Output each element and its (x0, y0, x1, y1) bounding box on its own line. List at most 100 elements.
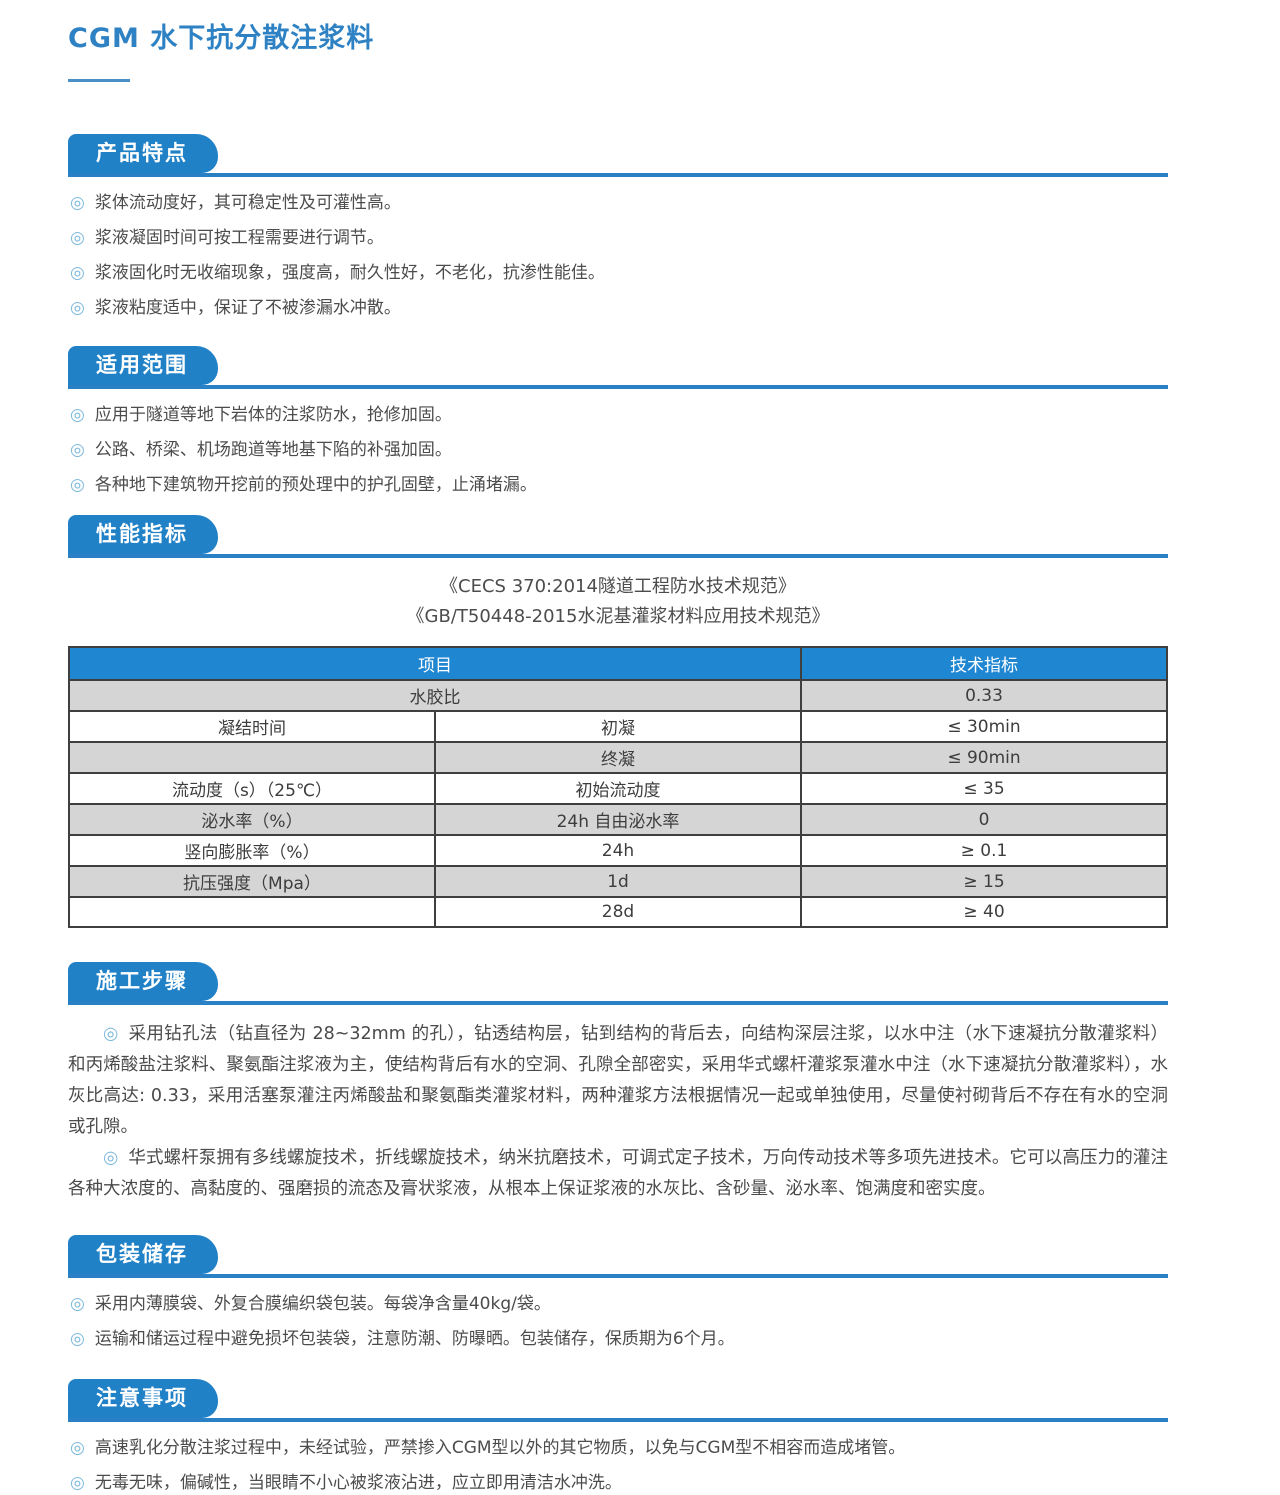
list-item-text: 运输和储运过程中避免损坏包装袋，注意防潮、防曝晒。包装储存，保质期为6个月。 (94, 1329, 735, 1349)
section-performance: 性能指标 《CECS 370:2014隧道工程防水技术规范》 《GB/T5044… (68, 515, 1168, 928)
spec-table-cell: 凝结时间 (68, 710, 436, 743)
spec-table-cell: 泌水率（%） (68, 803, 436, 836)
bullseye-bullet-icon: ◎ (103, 1024, 119, 1044)
spec-table-cell: 抗压强度（Mpa） (68, 865, 436, 898)
bullseye-bullet-icon: ◎ (70, 405, 85, 425)
spec-table-cell: 1d (434, 865, 802, 898)
standards-references: 《CECS 370:2014隧道工程防水技术规范》 《GB/T50448-201… (68, 572, 1168, 632)
spec-table-row: 水胶比 0.33 (68, 679, 1168, 712)
list-item-text: 各种地下建筑物开挖前的预处理中的护孔固壁，止涌堵漏。 (94, 475, 537, 495)
title-underline (68, 79, 130, 82)
spec-table-row: 抗压强度（Mpa） 1d ≥ 15 (68, 865, 1168, 898)
spec-table-row: 终凝 ≤ 90min (68, 741, 1168, 774)
spec-table-row: 流动度（s）（25℃） 初始流动度 ≤ 35 (68, 772, 1168, 805)
spec-table-head-row: 项目 技术指标 (68, 646, 1168, 681)
bullseye-bullet-icon: ◎ (70, 475, 85, 495)
spec-table-header-cell: 项目 (68, 646, 802, 681)
spec-table-cell: 流动度（s）（25℃） (68, 772, 436, 805)
spec-table-row: 28d ≥ 40 (68, 896, 1168, 928)
spec-table-row: 凝结时间 初凝 ≤ 30min (68, 710, 1168, 743)
list-item-text: 浆体流动度好，其可稳定性及可灌性高。 (94, 193, 401, 213)
section-badge-scope: 适用范围 (68, 346, 218, 385)
spec-table-cell: ≤ 90min (800, 741, 1168, 774)
document-page: CGM 水下抗分散注浆料 产品特点 ◎ 浆体流动度好，其可稳定性及可灌性高。 ◎… (68, 0, 1168, 1495)
construction-paragraph: ◎ 采用钻孔法（钻直径为 28~32mm 的孔），钻透结构层，钻到结构的背后去，向… (68, 1019, 1168, 1143)
section-badge-performance: 性能指标 (68, 515, 218, 554)
bullseye-bullet-icon: ◎ (70, 1438, 85, 1458)
spec-table-cell: ≥ 15 (800, 865, 1168, 898)
list-item: ◎ 无毒无味，偏碱性，当眼睛不小心被浆液沾进，应立即用清洁水冲洗。 (70, 1469, 1168, 1495)
bullseye-bullet-icon: ◎ (70, 1473, 85, 1493)
spec-table-cell: 水胶比 (68, 679, 802, 712)
features-list: ◎ 浆体流动度好，其可稳定性及可灌性高。 ◎ 浆液凝固时间可按工程需要进行调节。… (68, 189, 1168, 320)
section-header: 施工步骤 (68, 962, 1168, 1005)
spec-table-row: 竖向膨胀率（%） 24h ≥ 0.1 (68, 834, 1168, 867)
spec-table-cell: ≥ 0.1 (800, 834, 1168, 867)
list-item: ◎ 高速乳化分散注浆过程中，未经试验，严禁掺入CGM型以外的其它物质，以免与CG… (70, 1434, 1168, 1460)
spec-table-cell: 初凝 (434, 710, 802, 743)
list-item: ◎ 浆液粘度适中，保证了不被渗漏水冲散。 (70, 294, 1168, 320)
list-item: ◎ 采用内薄膜袋、外复合膜编织袋包装。每袋净含量40kg/袋。 (70, 1290, 1168, 1316)
list-item-text: 高速乳化分散注浆过程中，未经试验，严禁掺入CGM型以外的其它物质，以免与CGM型… (94, 1438, 906, 1458)
spec-table-cell: ≥ 40 (800, 896, 1168, 928)
bullseye-bullet-icon: ◎ (70, 228, 85, 248)
paragraph-text: 采用钻孔法（钻直径为 28~32mm 的孔），钻透结构层，钻到结构的背后去，向结… (68, 1024, 1168, 1137)
section-header: 性能指标 (68, 515, 1168, 558)
section-badge-features: 产品特点 (68, 134, 218, 173)
section-precautions: 注意事项 ◎ 高速乳化分散注浆过程中，未经试验，严禁掺入CGM型以外的其它物质，… (68, 1379, 1168, 1495)
list-item-text: 无毒无味，偏碱性，当眼睛不小心被浆液沾进，应立即用清洁水冲洗。 (94, 1473, 622, 1493)
bullseye-bullet-icon: ◎ (70, 298, 85, 318)
packaging-list: ◎ 采用内薄膜袋、外复合膜编织袋包装。每袋净含量40kg/袋。 ◎ 运输和储运过… (68, 1290, 1168, 1351)
bullseye-bullet-icon: ◎ (70, 440, 85, 460)
spec-table-cell (68, 741, 436, 774)
section-scope: 适用范围 ◎ 应用于隧道等地下岩体的注浆防水，抢修加固。 ◎ 公路、桥梁、机场跑… (68, 346, 1168, 497)
section-header: 注意事项 (68, 1379, 1168, 1422)
list-item-text: 浆液凝固时间可按工程需要进行调节。 (94, 228, 384, 248)
list-item-text: 浆液粘度适中，保证了不被渗漏水冲散。 (94, 298, 401, 318)
scope-list: ◎ 应用于隧道等地下岩体的注浆防水，抢修加固。 ◎ 公路、桥梁、机场跑道等地基下… (68, 401, 1168, 497)
construction-paragraph: ◎ 华式螺杆泵拥有多线螺旋技术，折线螺旋技术，纳米抗磨技术，可调式定子技术，万向传… (68, 1143, 1168, 1205)
list-item-text: 应用于隧道等地下岩体的注浆防水，抢修加固。 (94, 405, 452, 425)
bullseye-bullet-icon: ◎ (103, 1148, 119, 1168)
list-item: ◎ 浆体流动度好，其可稳定性及可灌性高。 (70, 189, 1168, 215)
section-construction: 施工步骤 ◎ 采用钻孔法（钻直径为 28~32mm 的孔），钻透结构层，钻到结构的… (68, 962, 1168, 1205)
spec-table-cell: ≤ 30min (800, 710, 1168, 743)
spec-table-cell: 0 (800, 803, 1168, 836)
spec-table-cell: 24h (434, 834, 802, 867)
standard-reference: 《CECS 370:2014隧道工程防水技术规范》 (440, 576, 796, 597)
bullseye-bullet-icon: ◎ (70, 193, 85, 213)
list-item: ◎ 各种地下建筑物开挖前的预处理中的护孔固壁，止涌堵漏。 (70, 471, 1168, 497)
bullseye-bullet-icon: ◎ (70, 1329, 85, 1349)
bullseye-bullet-icon: ◎ (70, 1294, 85, 1314)
section-badge-precautions: 注意事项 (68, 1379, 218, 1418)
section-header: 适用范围 (68, 346, 1168, 389)
construction-paragraphs: ◎ 采用钻孔法（钻直径为 28~32mm 的孔），钻透结构层，钻到结构的背后去，向… (68, 1019, 1168, 1205)
bullseye-bullet-icon: ◎ (70, 263, 85, 283)
spec-table-cell (68, 896, 436, 928)
section-badge-packaging: 包装储存 (68, 1235, 218, 1274)
section-header: 包装储存 (68, 1235, 1168, 1278)
spec-table-cell: 竖向膨胀率（%） (68, 834, 436, 867)
page-title: CGM 水下抗分散注浆料 (68, 23, 375, 54)
paragraph-text: 华式螺杆泵拥有多线螺旋技术，折线螺旋技术，纳米抗磨技术，可调式定子技术，万向传动… (68, 1148, 1168, 1199)
list-item-text: 公路、桥梁、机场跑道等地基下陷的补强加固。 (94, 440, 452, 460)
spec-table-body: 水胶比 0.33 凝结时间 初凝 ≤ 30min 终凝 ≤ 90min 流动度（s）（25℃）… (68, 679, 1168, 928)
section-header: 产品特点 (68, 134, 1168, 177)
list-item-text: 采用内薄膜袋、外复合膜编织袋包装。每袋净含量40kg/袋。 (94, 1294, 551, 1314)
section-features: 产品特点 ◎ 浆体流动度好，其可稳定性及可灌性高。 ◎ 浆液凝固时间可按工程需要… (68, 134, 1168, 320)
list-item-text: 浆液固化时无收缩现象，强度高，耐久性好，不老化，抗渗性能佳。 (94, 263, 605, 283)
section-badge-construction: 施工步骤 (68, 962, 218, 1001)
spec-table-cell: 24h 自由泌水率 (434, 803, 802, 836)
list-item: ◎ 公路、桥梁、机场跑道等地基下陷的补强加固。 (70, 436, 1168, 462)
spec-table-row: 泌水率（%） 24h 自由泌水率 0 (68, 803, 1168, 836)
list-item: ◎ 浆液固化时无收缩现象，强度高，耐久性好，不老化，抗渗性能佳。 (70, 259, 1168, 285)
spec-table-cell: 初始流动度 (434, 772, 802, 805)
standard-reference: 《GB/T50448-2015水泥基灌浆材料应用技术规范》 (406, 606, 830, 627)
spec-table-cell: ≤ 35 (800, 772, 1168, 805)
spec-table: 项目 技术指标 水胶比 0.33 凝结时间 初凝 ≤ 30min 终凝 ≤ 90min 流动度（… (68, 646, 1168, 928)
list-item: ◎ 运输和储运过程中避免损坏包装袋，注意防潮、防曝晒。包装储存，保质期为6个月。 (70, 1325, 1168, 1351)
spec-table-cell: 28d (434, 896, 802, 928)
spec-table-header-cell: 技术指标 (800, 646, 1168, 681)
list-item: ◎ 浆液凝固时间可按工程需要进行调节。 (70, 224, 1168, 250)
section-packaging: 包装储存 ◎ 采用内薄膜袋、外复合膜编织袋包装。每袋净含量40kg/袋。 ◎ 运… (68, 1235, 1168, 1351)
